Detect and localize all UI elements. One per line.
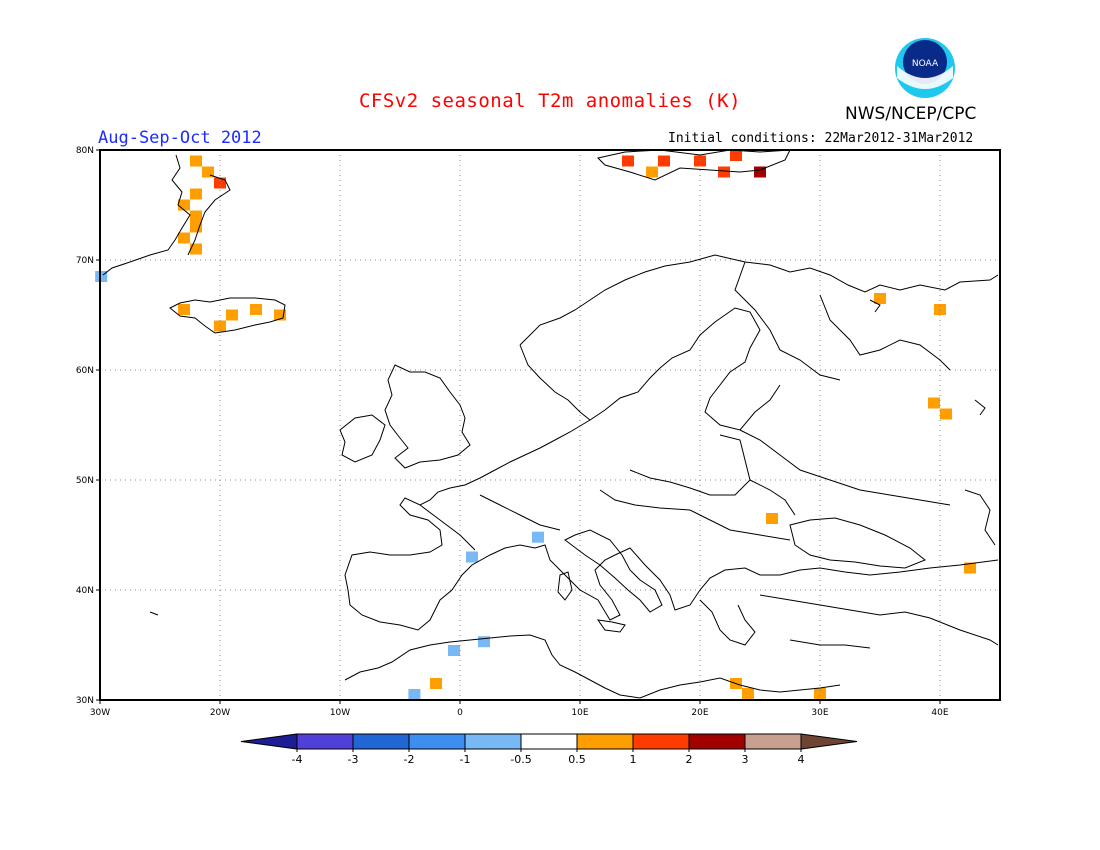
anomaly-cell bbox=[814, 687, 826, 699]
y-tick-label: 60N bbox=[76, 366, 94, 376]
anomaly-cell bbox=[190, 210, 202, 222]
anomaly-cell bbox=[202, 166, 214, 178]
colorbar: -4 -3 -2 -1 -0.5 0.5 1 2 3 4 bbox=[240, 733, 858, 766]
x-tick-label: 30E bbox=[811, 708, 828, 718]
x-tick-label: 10E bbox=[571, 708, 588, 718]
noaa-logo-text: NOAA bbox=[912, 59, 939, 69]
x-tick-label: 10W bbox=[330, 708, 350, 718]
italy-coast bbox=[564, 529, 663, 613]
colorbar-label: -1 bbox=[460, 753, 471, 766]
x-tick-label: 20E bbox=[691, 708, 708, 718]
colorbar-segment bbox=[464, 733, 522, 750]
britain-coast bbox=[384, 364, 471, 469]
anomaly-cell bbox=[622, 155, 634, 167]
colorbar-label: 2 bbox=[686, 753, 693, 766]
anomaly-cells bbox=[95, 150, 976, 700]
anomaly-cell bbox=[928, 397, 940, 409]
colorbar-arrow-right bbox=[800, 733, 858, 750]
colorbar-label: -3 bbox=[348, 753, 359, 766]
anomaly-cell bbox=[742, 687, 754, 699]
anomaly-cell bbox=[408, 689, 421, 700]
iceland-coast bbox=[169, 297, 286, 334]
colorbar-segment bbox=[744, 733, 802, 750]
y-tick-label: 50N bbox=[76, 476, 94, 486]
map-title: CFSv2 seasonal T2m anomalies (K) bbox=[358, 90, 742, 112]
colorbar-segment bbox=[632, 733, 690, 750]
europe-coast bbox=[344, 419, 999, 631]
anomaly-cell bbox=[448, 645, 460, 656]
colorbar-arrow-left bbox=[240, 733, 298, 750]
anomaly-cell bbox=[250, 304, 262, 315]
y-tick-label: 40N bbox=[76, 586, 94, 596]
x-tick-labels: 30W 20W 10W 0 10E 20E 30E 40E bbox=[90, 700, 949, 718]
x-tick-label: 40E bbox=[931, 708, 948, 718]
anomaly-cell bbox=[964, 562, 976, 574]
x-tick-label: 0 bbox=[457, 708, 463, 718]
plot-frame bbox=[99, 149, 1001, 701]
y-tick-label: 30N bbox=[76, 696, 94, 706]
colorbar-label: 4 bbox=[798, 753, 805, 766]
forecast-period: Aug-Sep-Oct 2012 bbox=[98, 128, 262, 148]
anomaly-cell bbox=[95, 271, 108, 282]
anomaly-cell bbox=[718, 166, 730, 178]
africa-coast bbox=[344, 634, 841, 699]
colorbar-label: 0.5 bbox=[568, 753, 586, 766]
colorbar-segment bbox=[296, 733, 354, 750]
y-tick-labels: 80N 70N 60N 50N 40N 30N bbox=[76, 146, 100, 706]
anomaly-cell bbox=[178, 199, 190, 211]
anomaly-cell bbox=[766, 513, 778, 524]
colorbar-label: 1 bbox=[630, 753, 637, 766]
anomaly-cell bbox=[658, 155, 670, 167]
anomaly-cell bbox=[430, 678, 442, 689]
anomaly-cell bbox=[466, 551, 478, 563]
x-tick-label: 30W bbox=[90, 708, 110, 718]
anomaly-cell bbox=[190, 188, 202, 200]
anomaly-cell bbox=[934, 304, 946, 315]
colorbar-segment bbox=[576, 733, 634, 750]
anomaly-cell bbox=[190, 221, 202, 233]
plot-background bbox=[100, 150, 1000, 700]
anomaly-cell bbox=[730, 150, 742, 161]
colorbar-label: -4 bbox=[292, 753, 303, 766]
colorbar-label: 3 bbox=[742, 753, 749, 766]
colorbar-segment bbox=[408, 733, 466, 750]
organization-label: NWS/NCEP/CPC bbox=[845, 104, 977, 124]
anomaly-cell bbox=[874, 293, 886, 304]
y-tick-label: 80N bbox=[76, 146, 94, 156]
x-tick-label: 20W bbox=[210, 708, 230, 718]
scandinavia-coast bbox=[519, 254, 999, 346]
turkey-coast bbox=[759, 594, 999, 646]
noaa-logo: NOAA bbox=[895, 38, 955, 98]
y-tick-label: 70N bbox=[76, 256, 94, 266]
anomaly-cell bbox=[214, 177, 226, 189]
anomaly-cell bbox=[274, 309, 286, 321]
black-sea bbox=[789, 517, 926, 569]
coastlines bbox=[102, 149, 999, 699]
svalbard-coast bbox=[597, 149, 791, 181]
greenland-coast bbox=[102, 154, 191, 276]
anomaly-cell bbox=[178, 232, 190, 244]
anomaly-cell bbox=[532, 531, 544, 543]
anomaly-cell bbox=[646, 166, 658, 178]
colorbar-label: -2 bbox=[404, 753, 415, 766]
anomaly-cell bbox=[178, 304, 190, 315]
initial-conditions: Initial conditions: 22Mar2012-31Mar2012 bbox=[668, 131, 974, 146]
ireland-coast bbox=[339, 414, 386, 463]
anomaly-cell bbox=[190, 155, 202, 167]
anomaly-cell bbox=[754, 166, 766, 178]
anomaly-cell bbox=[190, 243, 202, 255]
anomaly-cell bbox=[940, 408, 952, 420]
colorbar-label: -0.5 bbox=[510, 753, 531, 766]
gridlines bbox=[100, 150, 1000, 700]
anomaly-cell bbox=[226, 309, 238, 321]
colorbar-segment bbox=[688, 733, 746, 750]
colorbar-segment bbox=[520, 733, 578, 750]
colorbar-segment bbox=[352, 733, 410, 750]
anomaly-cell bbox=[478, 636, 490, 648]
